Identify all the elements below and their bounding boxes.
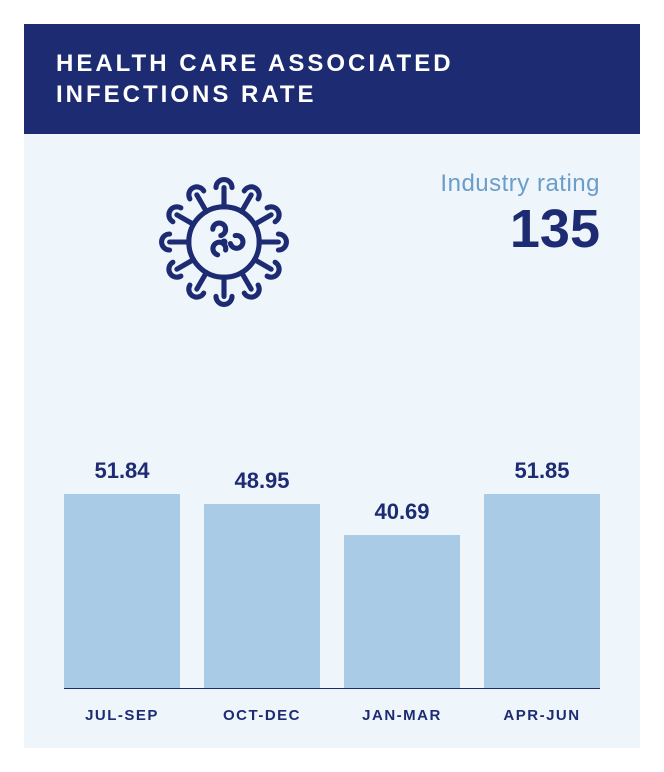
virus-icon — [144, 162, 304, 327]
card-body: Industry rating 135 51.84 48.95 40.69 — [24, 134, 640, 748]
x-label: APR-JUN — [484, 707, 600, 724]
bar-value-label: 51.84 — [94, 458, 149, 484]
x-label: JUL-SEP — [64, 707, 180, 724]
bar-chart: 51.84 48.95 40.69 51.85 JUL-SEP O — [64, 363, 600, 724]
bar-value-label: 48.95 — [234, 468, 289, 494]
bar — [204, 504, 320, 688]
bar-col-3: 51.85 — [484, 363, 600, 688]
bar-value-label: 51.85 — [514, 458, 569, 484]
bar — [484, 494, 600, 688]
rating-value: 135 — [440, 200, 600, 259]
x-label: OCT-DEC — [204, 707, 320, 724]
x-axis-labels: JUL-SEP OCT-DEC JAN-MAR APR-JUN — [64, 707, 600, 724]
bar-value-label: 40.69 — [374, 499, 429, 525]
bar — [344, 535, 460, 688]
bar-col-2: 40.69 — [344, 363, 460, 688]
rating-label: Industry rating — [440, 170, 600, 198]
bars-area: 51.84 48.95 40.69 51.85 — [64, 363, 600, 689]
rating-block: Industry rating 135 — [440, 162, 600, 259]
top-row: Industry rating 135 — [64, 162, 600, 327]
bar-col-0: 51.84 — [64, 363, 180, 688]
bar-col-1: 48.95 — [204, 363, 320, 688]
infographic-card: HEALTH CARE ASSOCIATED INFECTIONS RATE — [24, 24, 640, 748]
card-title: HEALTH CARE ASSOCIATED INFECTIONS RATE — [56, 50, 454, 108]
x-label: JAN-MAR — [344, 707, 460, 724]
card-header: HEALTH CARE ASSOCIATED INFECTIONS RATE — [24, 24, 640, 134]
bar — [64, 494, 180, 688]
